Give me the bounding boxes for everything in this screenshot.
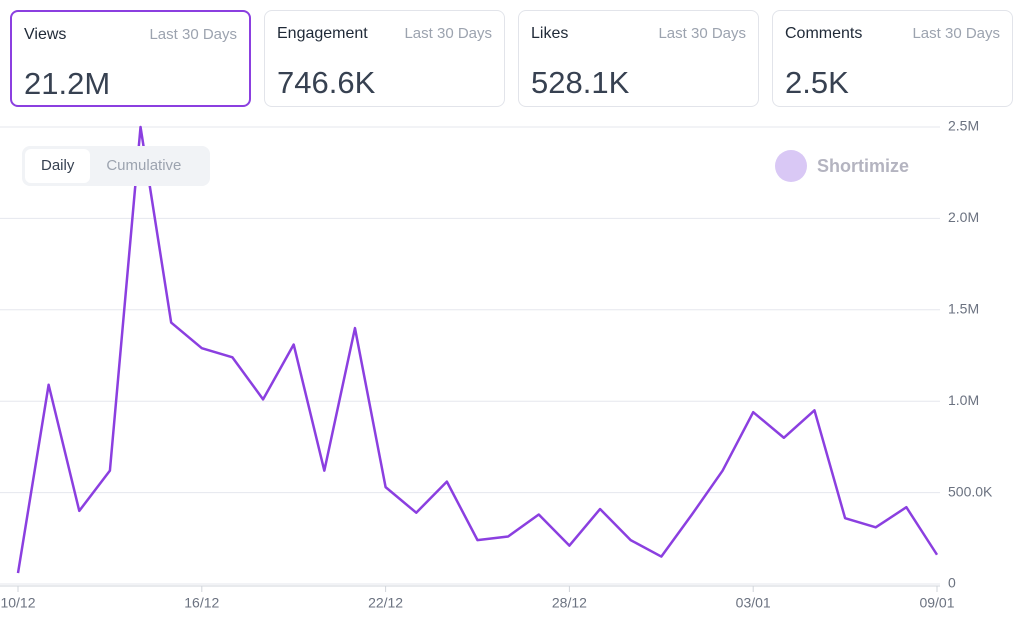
x-tick-label: 22/12 [368,595,403,611]
brand-logo [775,150,807,182]
card-value: 21.2M [24,66,111,101]
card-title: Views [24,26,67,43]
x-tick-label: 28/12 [552,595,587,611]
card[interactable]: Views Last 30 Days 21.2M [10,10,251,107]
card-title: Engagement [277,25,368,42]
card-value: 746.6K [277,65,376,100]
y-tick-label: 500.0K [948,483,993,499]
toggle-button[interactable]: Daily [25,149,91,183]
card-period: Last 30 Days [658,25,746,42]
x-tick-label: 03/01 [736,595,771,611]
card-title: Likes [531,25,569,42]
card-title: Comments [785,25,863,42]
card-value: 528.1K [531,65,630,100]
card[interactable]: Engagement Last 30 Days 746.6K [264,10,505,107]
x-tick-label: 16/12 [184,595,219,611]
toggle: Daily Cumulative [22,146,210,186]
card[interactable]: Comments Last 30 Days 2.5K [772,10,1013,107]
brand: Shortimize [775,150,909,182]
y-tick-label: 1.0M [948,392,979,408]
y-tick-label: 1.5M [948,301,979,317]
card-period: Last 30 Days [912,25,1000,42]
card-period: Last 30 Days [149,26,237,43]
y-tick-label: 2.0M [948,209,979,225]
card-period: Last 30 Days [404,25,492,42]
brand-name: Shortimize [817,155,910,176]
card[interactable]: Likes Last 30 Days 528.1K [518,10,759,107]
line [16,125,939,574]
card-value: 2.5K [785,65,849,100]
y-tick-label: 0 [948,575,956,591]
y-tick-label: 2.5M [948,118,979,134]
x-tick-label: 10/12 [0,595,35,611]
x-tick-label: 09/01 [919,595,954,611]
toggle-button[interactable]: Cumulative [106,157,182,174]
